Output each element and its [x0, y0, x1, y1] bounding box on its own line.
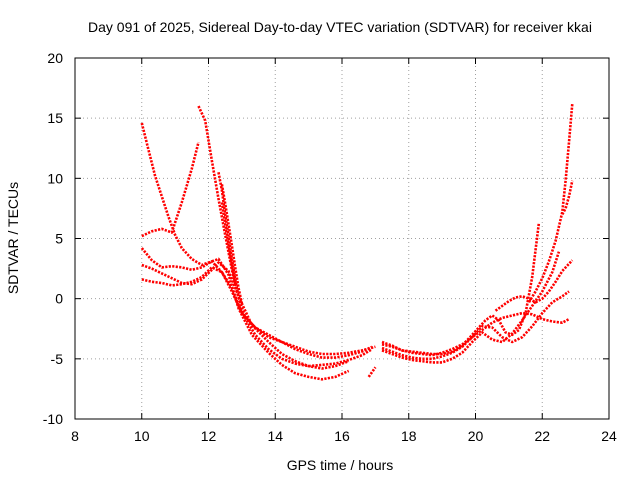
x-tick-label: 22 [534, 428, 550, 444]
y-tick-label: 20 [47, 50, 63, 66]
series-track-o [494, 259, 574, 312]
series-track-g [217, 172, 240, 297]
series-track-m [381, 222, 541, 356]
series-track-j [367, 366, 377, 378]
y-tick-label: 5 [55, 231, 63, 247]
series-track-a [141, 266, 373, 359]
series-track-f [197, 105, 373, 368]
series-track-i [220, 202, 237, 285]
x-tick-label: 24 [601, 428, 617, 444]
y-tick-label: 0 [55, 291, 63, 307]
series-track-p [527, 103, 574, 303]
axis-ticks: 8 10 12 14 16 18 20 22 24 -10 -5 0 5 10 15 20 [43, 50, 617, 444]
x-axis-label: GPS time / hours [287, 457, 394, 473]
series-track-b [141, 261, 350, 370]
x-tick-label: 20 [468, 428, 484, 444]
x-tick-label: 14 [267, 428, 283, 444]
series-track-h [220, 184, 244, 304]
y-axis-label: SDTVAR / TECUs [5, 182, 21, 294]
x-tick-label: 12 [201, 428, 217, 444]
plot-frame [74, 57, 610, 420]
y-tick-label: 10 [47, 170, 63, 186]
series-track-k [381, 311, 570, 357]
series-track-e [141, 141, 200, 238]
y-tick-label: -5 [51, 351, 64, 367]
grid [75, 58, 609, 419]
data-series [140, 103, 574, 381]
series-track-l [381, 290, 570, 361]
y-tick-label: -10 [43, 411, 63, 427]
y-tick-label: 15 [47, 110, 63, 126]
series-track-c [140, 247, 350, 381]
chart-title: Day 091 of 2025, Sidereal Day-to-day VTE… [88, 19, 592, 35]
series-track-d [140, 122, 376, 356]
x-tick-label: 10 [134, 428, 150, 444]
series-track-n [381, 251, 561, 364]
x-tick-label: 18 [401, 428, 417, 444]
x-tick-label: 8 [71, 428, 79, 444]
x-tick-label: 16 [334, 428, 350, 444]
